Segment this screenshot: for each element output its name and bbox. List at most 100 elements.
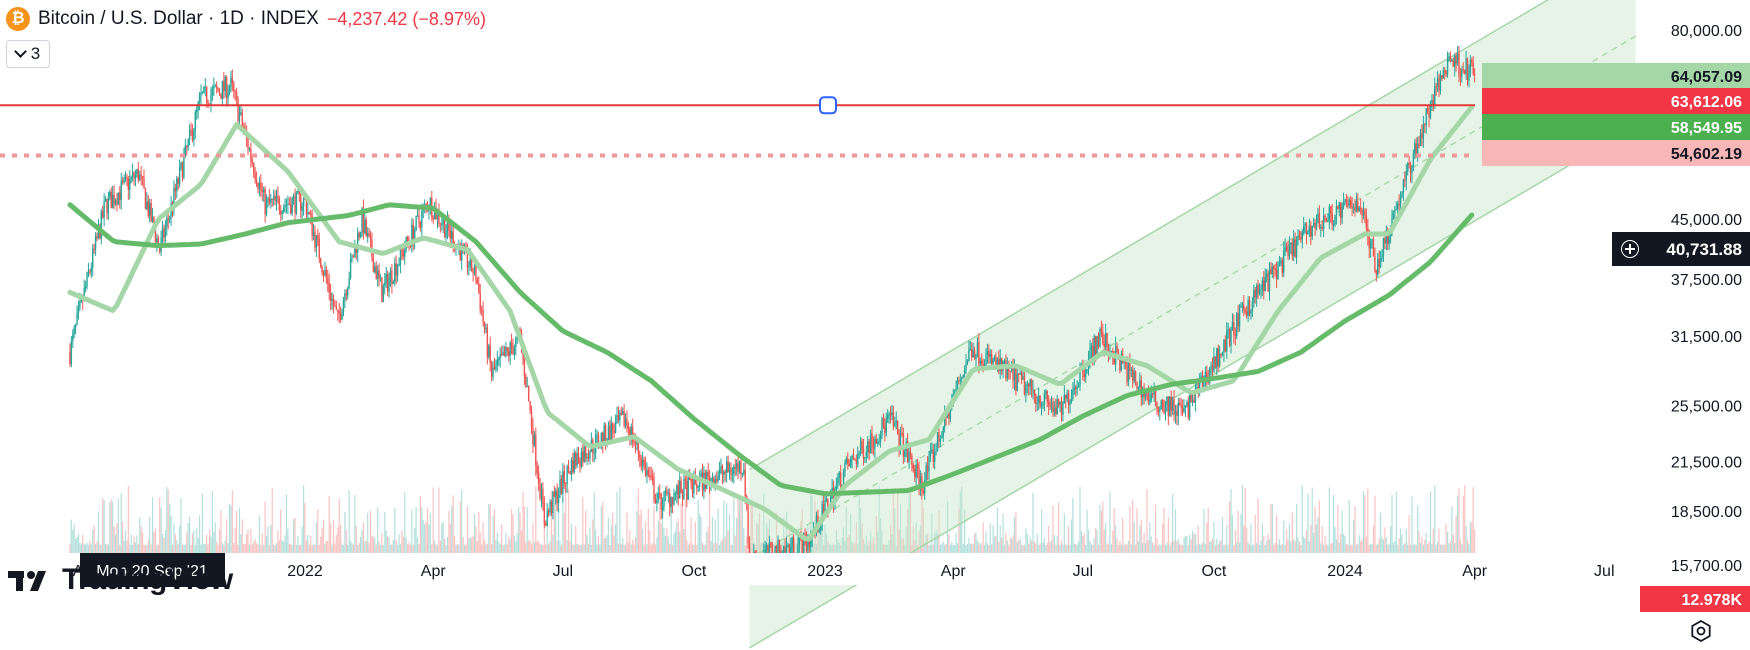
volume-bar <box>730 544 732 553</box>
candle-body <box>609 425 611 442</box>
candle-body <box>1348 200 1350 205</box>
add-alert-plus-icon[interactable] <box>1615 234 1645 264</box>
volume-bar <box>699 513 701 553</box>
candle-body <box>1077 386 1080 388</box>
candle-body <box>388 278 390 292</box>
candle-body <box>978 342 980 364</box>
candle-body <box>533 434 536 446</box>
candle-body <box>968 349 970 361</box>
candle-body <box>707 472 709 476</box>
candle-body <box>1211 365 1214 372</box>
volume-bar <box>297 536 299 553</box>
indicators-toggle-button[interactable]: 3 <box>6 40 50 68</box>
candle-body <box>747 502 749 544</box>
candle-body <box>416 215 419 217</box>
candle-body <box>557 494 560 504</box>
candle-body <box>1444 70 1446 72</box>
volume-bar <box>1130 544 1132 553</box>
candle-body <box>1210 365 1212 369</box>
candle-body <box>1062 403 1064 415</box>
volume-bar <box>1174 508 1177 553</box>
candle-body <box>908 451 910 463</box>
candle-body <box>1116 346 1118 353</box>
candle-body <box>1119 358 1121 371</box>
volume-bar <box>72 529 74 553</box>
candle-body <box>636 440 638 445</box>
candle-body <box>147 201 149 216</box>
candle-body <box>868 441 870 454</box>
volume-bar <box>1248 544 1251 553</box>
candle-body <box>1368 236 1370 249</box>
volume-bar <box>301 526 303 553</box>
candle-body <box>845 458 848 464</box>
volume-bar <box>1194 533 1197 553</box>
candle-body <box>1399 196 1402 205</box>
volume-bar <box>557 508 560 553</box>
settings-gear-icon[interactable] <box>1690 620 1712 642</box>
candle-body <box>1176 410 1178 417</box>
volume-bar <box>359 537 362 553</box>
candle-body <box>1412 153 1415 167</box>
candle-body <box>305 198 308 215</box>
candle-body <box>1321 226 1323 229</box>
candle-body <box>688 477 691 480</box>
volume-bar <box>1237 510 1239 553</box>
horizontal-levels[interactable] <box>0 96 1475 158</box>
tradingview-logo[interactable]: TradingView <box>8 563 233 597</box>
volume-bar <box>671 545 674 553</box>
candle-body <box>104 198 107 202</box>
volume-bar <box>315 522 317 553</box>
volume-bar <box>250 528 252 553</box>
candle-body <box>1317 213 1319 222</box>
volume-bar <box>1219 541 1221 553</box>
candle-body <box>990 353 993 364</box>
candle-body <box>1406 163 1409 173</box>
volume-bar <box>173 523 175 553</box>
candle-body <box>478 283 480 293</box>
candle-body <box>1318 213 1321 228</box>
candle-body <box>173 187 175 210</box>
volume-bar <box>1035 543 1037 553</box>
candle-body <box>764 549 766 554</box>
volume-bar <box>932 544 934 553</box>
candle-body <box>914 468 916 477</box>
volume-bar <box>944 544 946 553</box>
volume-bar <box>389 544 392 553</box>
candle-body <box>928 456 930 472</box>
volume-bar <box>915 522 917 553</box>
symbol-title[interactable]: Bitcoin / U.S. Dollar · 1D · INDEX <box>38 8 319 29</box>
candle-body <box>787 544 789 547</box>
volume-bar <box>355 525 357 553</box>
candle-body <box>1133 371 1135 381</box>
candle-body <box>1094 336 1097 356</box>
volume-bar <box>1431 543 1433 553</box>
candle-body <box>1312 222 1315 227</box>
candle-body <box>654 499 657 504</box>
volume-bar <box>696 544 698 553</box>
volume-bar <box>267 525 269 553</box>
volume-bar <box>1129 506 1131 553</box>
volume-bar <box>489 503 491 553</box>
candle-body <box>882 418 885 427</box>
volume-bar <box>1385 537 1387 553</box>
volume-bar <box>488 503 490 553</box>
candle-body <box>791 537 793 547</box>
candle-body <box>1163 408 1165 413</box>
volume-bar <box>1200 544 1202 553</box>
volume-bar <box>452 495 454 553</box>
candle-body <box>979 360 981 364</box>
candle-body <box>485 327 487 330</box>
volume-bar <box>542 545 544 553</box>
volume-bar <box>887 544 889 553</box>
volume-bar <box>548 543 550 553</box>
candle-body <box>129 178 131 190</box>
volume-bar <box>1323 544 1325 553</box>
volume-bar <box>1271 503 1273 553</box>
volume-bar <box>919 525 922 553</box>
candle-body <box>235 92 238 99</box>
volume-bar <box>288 543 290 553</box>
candle-body <box>1069 400 1071 406</box>
candle-body <box>96 236 98 239</box>
